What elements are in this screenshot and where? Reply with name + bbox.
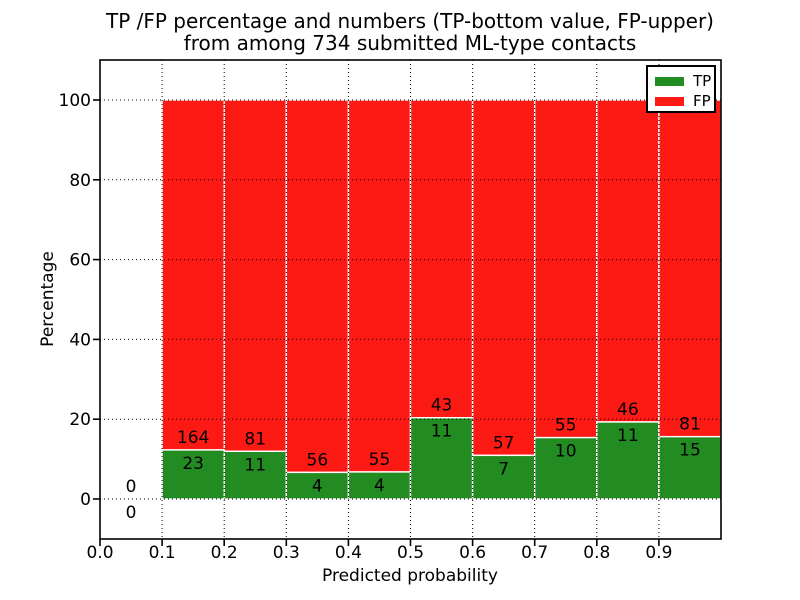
y-tick-label-60: 60 bbox=[69, 251, 91, 271]
fp-count-label-bin4: 55 bbox=[369, 450, 391, 470]
fp-count-label-bin6: 57 bbox=[493, 433, 515, 453]
bar-segment-fp-bin9 bbox=[658, 99, 722, 438]
bar-segment-tp-bin1 bbox=[161, 449, 225, 500]
bar-segment-tp-bin7 bbox=[534, 436, 598, 500]
bar-segment-tp-bin4 bbox=[347, 471, 412, 500]
bar-segment-fp-bin1 bbox=[161, 99, 225, 451]
x-tick-label-0.9: 0.9 bbox=[645, 543, 672, 563]
x-tick-label-0.6: 0.6 bbox=[459, 543, 486, 563]
x-tick-label-0.2: 0.2 bbox=[211, 543, 238, 563]
bar-segment-fp-bin5 bbox=[409, 99, 474, 419]
fp-count-label-bin1: 164 bbox=[177, 428, 209, 448]
tp-count-label-bin0: 0 bbox=[126, 503, 137, 523]
bar-segment-fp-bin7 bbox=[534, 99, 598, 439]
bar-segment-fp-bin4 bbox=[347, 99, 412, 473]
tp-count-label-bin4: 4 bbox=[374, 476, 385, 496]
legend-label-tp: TP bbox=[693, 71, 712, 90]
tp-count-label-bin7: 10 bbox=[555, 442, 577, 462]
y-tick-label-0: 0 bbox=[80, 490, 91, 510]
x-tick-label-0.8: 0.8 bbox=[583, 543, 610, 563]
fp-color-swatch bbox=[655, 96, 684, 106]
tp-count-label-bin3: 4 bbox=[312, 476, 323, 496]
tp-color-swatch bbox=[655, 76, 684, 86]
bar-segment-fp-bin8 bbox=[596, 99, 660, 423]
bar-segment-fp-bin3 bbox=[285, 99, 350, 474]
y-axis-label: Percentage bbox=[38, 251, 58, 347]
legend: TP FP bbox=[646, 65, 716, 113]
bar-segment-tp-bin3 bbox=[285, 471, 350, 500]
tp-count-label-bin2: 11 bbox=[244, 455, 266, 475]
x-tick-label-0: 0.0 bbox=[86, 543, 113, 563]
y-tick-label-40: 40 bbox=[69, 330, 91, 350]
fp-count-label-bin7: 55 bbox=[555, 416, 577, 436]
bar-segment-tp-bin5 bbox=[409, 417, 474, 500]
x-tick-label-0.1: 0.1 bbox=[149, 543, 176, 563]
bar-segment-tp-bin9 bbox=[658, 435, 722, 500]
bar-segment-tp-bin6 bbox=[471, 454, 536, 500]
tp-count-label-bin9: 15 bbox=[679, 441, 701, 461]
tp-count-label-bin8: 11 bbox=[617, 426, 639, 446]
x-tick-label-0.5: 0.5 bbox=[397, 543, 424, 563]
fp-count-label-bin2: 81 bbox=[244, 429, 266, 449]
legend-entry-tp: TP bbox=[648, 71, 714, 91]
fp-count-label-bin8: 46 bbox=[617, 400, 639, 420]
x-tick-label-0.7: 0.7 bbox=[521, 543, 548, 563]
x-tick-label-0.4: 0.4 bbox=[335, 543, 362, 563]
y-tick-label-20: 20 bbox=[69, 410, 91, 430]
y-tick-label-80: 80 bbox=[69, 171, 91, 191]
tp-count-label-bin5: 11 bbox=[431, 422, 453, 442]
legend-label-fp: FP bbox=[693, 91, 711, 110]
x-tick-label-0.3: 0.3 bbox=[273, 543, 300, 563]
tp-count-label-bin1: 23 bbox=[182, 454, 204, 474]
fp-count-label-bin9: 81 bbox=[679, 415, 701, 435]
chart-title-line-1: TP /FP percentage and numbers (TP-bottom… bbox=[106, 9, 714, 33]
chart-title-line-2: from among 734 submitted ML-type contact… bbox=[183, 31, 637, 55]
x-axis-label: Predicted probability bbox=[322, 566, 498, 586]
legend-entry-fp: FP bbox=[648, 91, 714, 111]
fp-count-label-bin5: 43 bbox=[431, 396, 453, 416]
bar-segment-fp-bin6 bbox=[471, 99, 536, 457]
y-tick-label-100: 100 bbox=[59, 91, 91, 111]
tp-count-label-bin6: 7 bbox=[498, 459, 509, 479]
fp-count-label-bin0: 0 bbox=[126, 477, 137, 497]
bar-segment-fp-bin2 bbox=[223, 99, 287, 452]
chart-title: TP /FP percentage and numbers (TP-bottom… bbox=[20, 10, 800, 54]
fp-count-label-bin3: 56 bbox=[307, 450, 329, 470]
